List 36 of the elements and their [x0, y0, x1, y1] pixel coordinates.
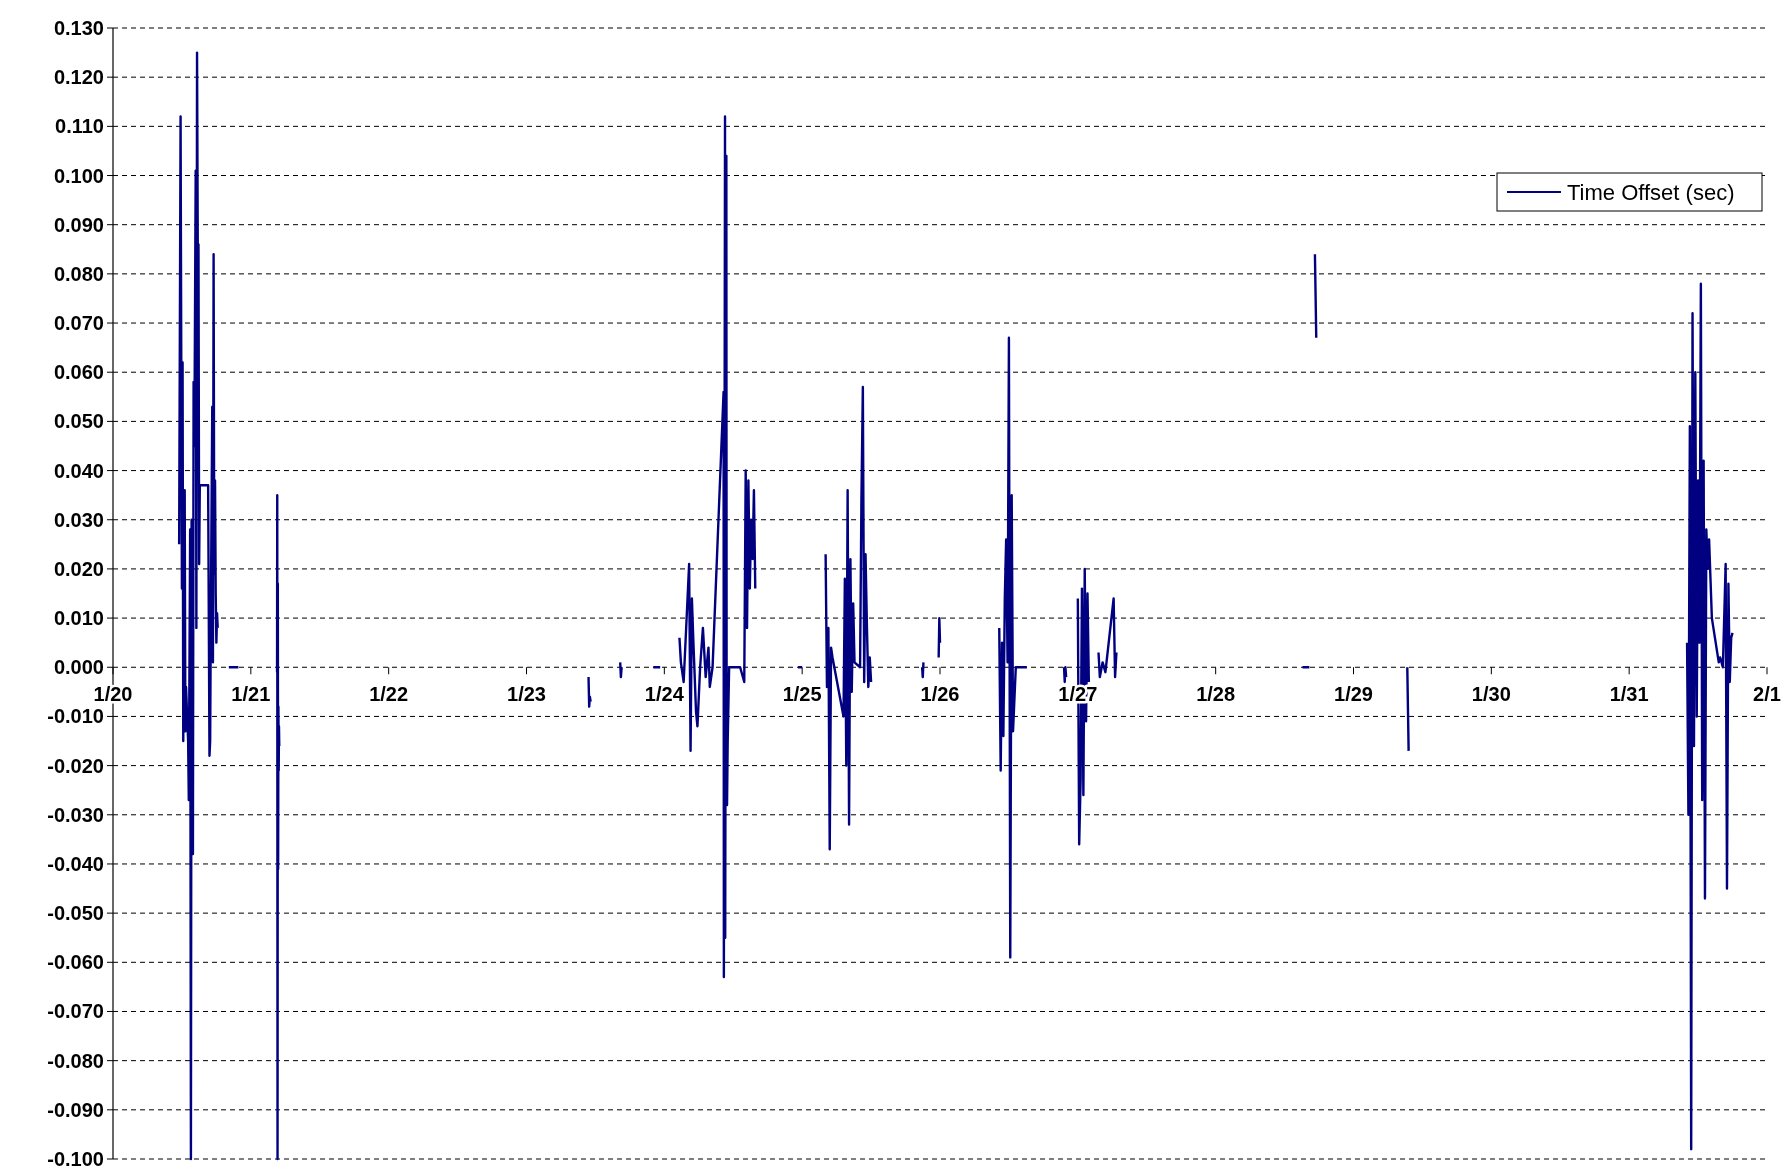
y-tick-label: -0.090 — [47, 1098, 104, 1121]
y-tick-label: -0.070 — [47, 1000, 104, 1023]
y-tick-label: 0.060 — [53, 361, 104, 384]
x-tick-label: 1/24 — [644, 683, 685, 706]
y-tick-label: 0.090 — [53, 213, 104, 236]
y-tick-label: -0.030 — [47, 803, 104, 826]
y-tick-label: 0.070 — [53, 312, 104, 335]
x-tick-label: 1/28 — [1196, 683, 1236, 706]
y-tick-label: -0.020 — [47, 754, 104, 777]
y-tick-label: 0.120 — [53, 66, 104, 89]
y-tick-label: -0.080 — [47, 1049, 104, 1072]
x-tick-label: 1/25 — [782, 683, 822, 706]
y-tick-label: 0.020 — [53, 557, 104, 580]
y-tick-label: -0.050 — [47, 902, 104, 925]
x-tick-label: 1/22 — [369, 683, 409, 706]
x-tick-label: 1/21 — [231, 683, 271, 706]
x-tick-label: 1/31 — [1609, 683, 1649, 706]
x-tick-label: 1/23 — [507, 683, 546, 706]
y-tick-label: 0.000 — [53, 656, 104, 679]
y-tick-label: 0.050 — [53, 410, 104, 433]
y-tick-label: -0.060 — [47, 951, 104, 974]
y-tick-label: -0.010 — [47, 705, 104, 728]
x-tick-label: 1/30 — [1471, 683, 1511, 706]
y-tick-label: 0.100 — [53, 164, 104, 187]
y-tick-label: 0.130 — [53, 17, 104, 39]
y-tick-label: 0.010 — [53, 607, 104, 630]
y-tick-label: 0.110 — [55, 115, 104, 138]
legend-label: Time Offset (sec) — [1567, 179, 1735, 205]
y-tick-label: -0.100 — [47, 1148, 104, 1170]
y-tick-label: 0.040 — [53, 459, 104, 482]
y-tick-label: 0.030 — [53, 508, 104, 531]
x-tick-label: 2/1 — [1753, 683, 1781, 706]
x-tick-label: 1/26 — [920, 683, 960, 706]
y-tick-label: -0.040 — [47, 852, 104, 875]
y-tick-label: 0.080 — [53, 262, 104, 285]
x-tick-label: 1/29 — [1334, 683, 1373, 706]
